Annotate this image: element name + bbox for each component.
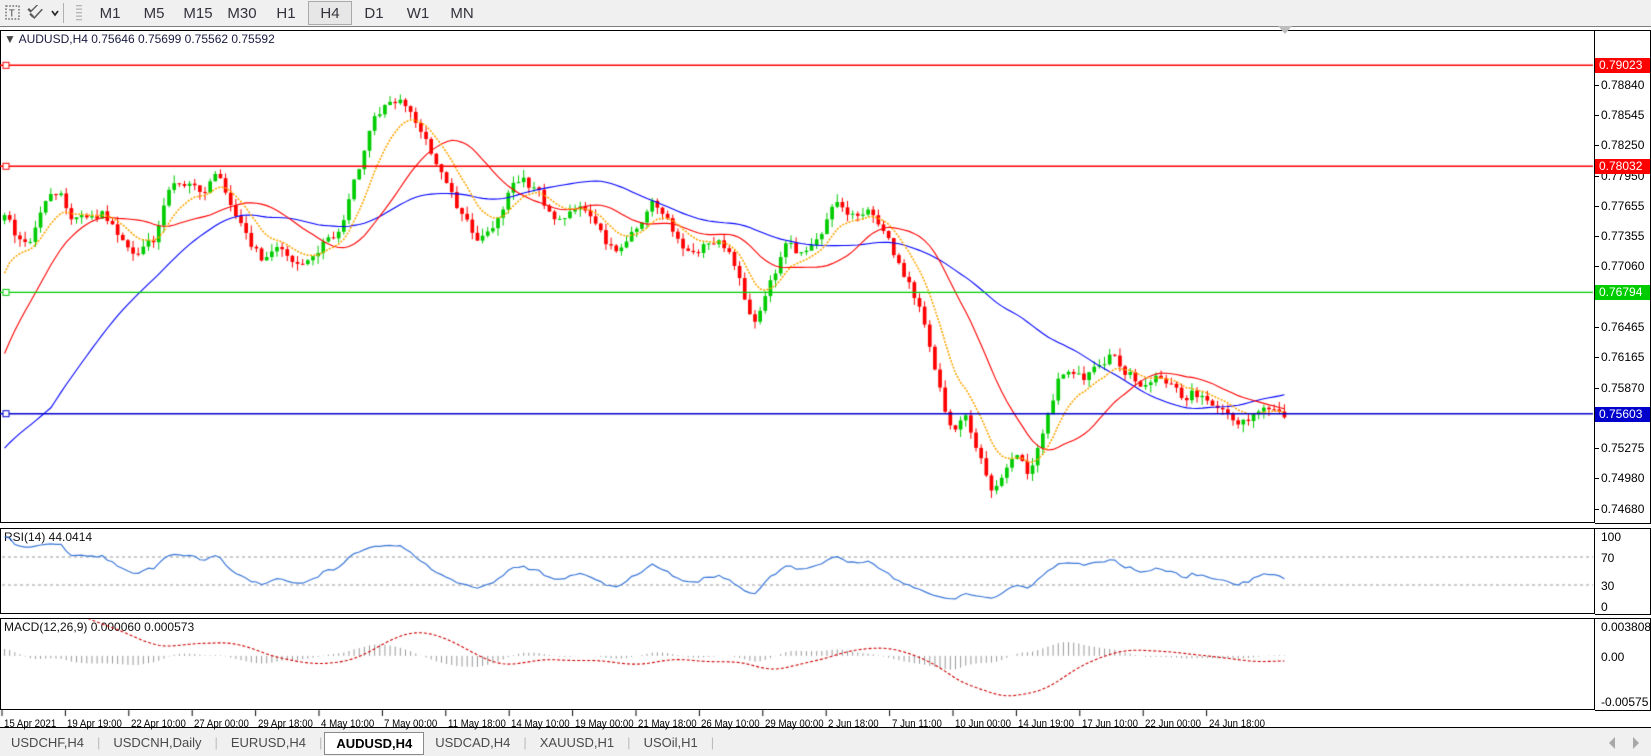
- svg-text:T: T: [9, 9, 15, 20]
